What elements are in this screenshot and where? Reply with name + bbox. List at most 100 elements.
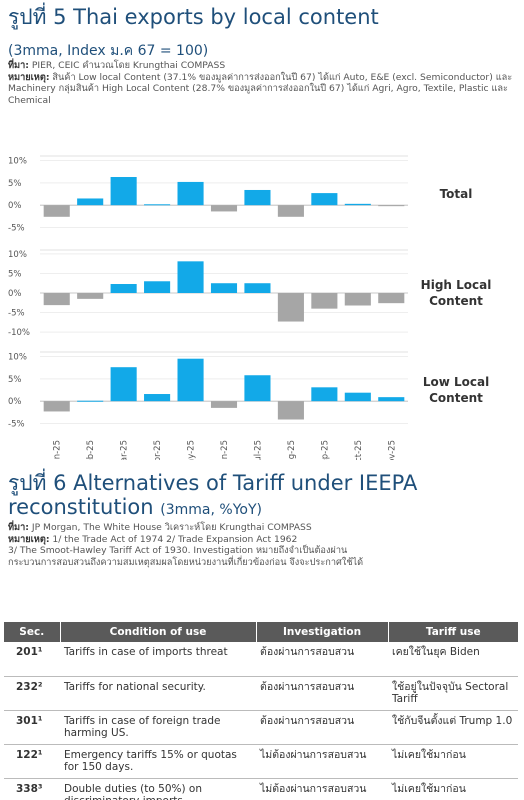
fig5-chart: 10% 5% 0% -5% Total 10% 5% 0% -5% -10% High Local C… <box>8 155 492 460</box>
fig6-note-line3: กระบวนการสอบสวนถึงความสมเหตุสมผลโดยหน่วย… <box>8 556 364 568</box>
x-tick-label: Jun-25 <box>220 440 230 460</box>
fig6-subtitle: (3mma, %YoY) <box>160 502 262 518</box>
series-label: Content <box>429 391 483 405</box>
fig5-title: รูปที่ 5 Thai exports by local content <box>8 5 379 29</box>
bar <box>110 284 137 293</box>
series-label: Total <box>440 187 473 201</box>
table-row: 301¹ Tariffs in case of foreign trade ha… <box>4 710 518 745</box>
row-tariff-use: ใช้กับจีนตั้งแต่ Trump 1.0 <box>388 710 518 745</box>
row-condition: Tariffs in case of imports threat <box>60 642 256 677</box>
tariff-table: Sec. Condition of use Investigation Tari… <box>4 622 518 800</box>
fig6-title-line2-text: reconstitution <box>8 495 154 519</box>
row-investigation: ไม่ต้องผ่านการสอบสวน <box>256 778 388 800</box>
bar <box>277 401 304 420</box>
fig6-note-text: 1/ the Trade Act of 1974 2/ Trade Expans… <box>52 533 298 545</box>
row-sec: 232² <box>4 676 60 711</box>
bar <box>244 283 271 293</box>
bar <box>144 204 171 206</box>
bar <box>378 397 405 402</box>
fig6-note-label: หมายเหตุ: <box>8 533 50 545</box>
bar <box>344 293 371 306</box>
bar <box>210 205 238 212</box>
bar <box>110 367 137 402</box>
y-tick-label: -5% <box>8 420 25 430</box>
bar <box>311 387 338 402</box>
fig5-subtitle: (3mma, Index ม.ค 67 = 100) <box>8 43 209 59</box>
row-investigation: ต้องผ่านการสอบสวน <box>256 676 388 711</box>
table-header-row: Sec. Condition of use Investigation Tari… <box>4 622 518 642</box>
table-row: 232² Tariffs for national security. ต้อง… <box>4 676 518 711</box>
row-sec: 201¹ <box>4 642 60 677</box>
bar <box>210 401 238 408</box>
x-tick-label: Mar-25 <box>120 440 130 460</box>
x-tick-label: May-25 <box>187 440 197 460</box>
table-row: 338³ Double duties (to 50%) on discrimin… <box>4 778 518 800</box>
bar <box>210 283 238 293</box>
x-tick-label: Apr-25 <box>153 440 163 460</box>
fig6-note-line2: 3/ The Smoot-Hawley Tariff Act of 1930. … <box>8 545 348 556</box>
table-row: 201¹ Tariffs in case of imports threat ต… <box>4 642 518 677</box>
row-tariff-use: ไม่เคยใช้มาก่อน <box>388 778 518 800</box>
y-tick-label: 10% <box>8 250 27 260</box>
fig5-source-text: PIER, CEIC คำนวณโดย Krungthai COMPASS <box>31 60 226 71</box>
bar <box>43 401 70 412</box>
series-label: Low Local <box>423 375 489 389</box>
fig6-title: รูปที่ 6 Alternatives of Tariff under IE… <box>8 471 418 495</box>
row-condition: Double duties (to 50%) on discriminatory… <box>60 778 256 800</box>
row-investigation: ต้องผ่านการสอบสวน <box>256 642 388 677</box>
bar <box>144 281 171 293</box>
fig6-source-text: JP Morgan, The White House วิเคราะห์โดย … <box>31 522 312 533</box>
x-tick-label: Oct-25 <box>354 440 364 460</box>
row-investigation: ต้องผ่านการสอบสวน <box>256 710 388 745</box>
x-tick-label: Sep-25 <box>320 440 330 460</box>
bar <box>77 293 104 299</box>
y-tick-label: -5% <box>8 309 25 319</box>
bar <box>378 293 405 304</box>
row-condition: Tariffs for national security. <box>60 676 256 711</box>
bar <box>311 293 338 309</box>
y-tick-label: 5% <box>8 269 22 279</box>
fig5-note-text: สินค้า Low local Content (37.1% ของมูลค่… <box>8 71 513 106</box>
header-tariff-use: Tariff use <box>387 622 518 642</box>
bar <box>43 205 70 217</box>
bar <box>77 400 104 402</box>
bar <box>110 177 137 206</box>
x-tick-label: Feb-25 <box>86 440 96 460</box>
row-tariff-use: ใช้อยู่ในปัจจุบัน Sectoral Tariff <box>388 676 518 711</box>
header-condition: Condition of use <box>59 622 256 642</box>
series-label: High Local <box>421 278 492 292</box>
fig6-source: ที่มา: JP Morgan, The White House วิเครา… <box>8 522 516 568</box>
row-condition: Tariffs in case of foreign trade harming… <box>60 710 256 745</box>
row-tariff-use: เคยใช้ในยุค Biden <box>388 642 518 677</box>
fig6-title-line2: reconstitution (3mma, %YoY) <box>8 496 262 518</box>
bar <box>244 375 271 402</box>
table-row: 122¹ Emergency tariffs 15% or quotas for… <box>4 744 518 779</box>
bar <box>77 198 104 206</box>
fig6-source-label: ที่มา: <box>8 522 29 533</box>
x-tick-label: Jan-25 <box>53 440 63 460</box>
bar <box>144 394 171 402</box>
x-tick-label: Aug-25 <box>287 440 297 460</box>
header-investigation: Investigation <box>255 622 388 642</box>
row-investigation: ไม่ต้องผ่านการสอบสวน <box>256 744 388 779</box>
y-tick-label: 0% <box>8 289 22 299</box>
y-tick-label: 10% <box>8 156 27 166</box>
x-tick-label: Nov-25 <box>387 440 397 460</box>
row-sec: 122¹ <box>4 744 60 779</box>
bar <box>277 293 304 322</box>
y-tick-label: -5% <box>8 224 25 234</box>
bar <box>311 193 338 206</box>
x-tick-label: Jul-25 <box>253 440 263 460</box>
bar <box>43 293 70 306</box>
y-tick-label: 5% <box>8 179 22 189</box>
row-condition: Emergency tariffs 15% or quotas for 150 … <box>60 744 256 779</box>
y-tick-label: 10% <box>8 352 27 362</box>
y-tick-label: 5% <box>8 375 22 385</box>
fig5-source: ที่มา: PIER, CEIC คำนวณโดย Krungthai COM… <box>8 60 516 106</box>
y-tick-label: 0% <box>8 201 22 211</box>
bar <box>277 205 304 217</box>
y-tick-label: 0% <box>8 397 22 407</box>
bar <box>177 261 204 293</box>
row-sec: 301¹ <box>4 710 60 745</box>
row-tariff-use: ไม่เคยใช้มาก่อน <box>388 744 518 779</box>
